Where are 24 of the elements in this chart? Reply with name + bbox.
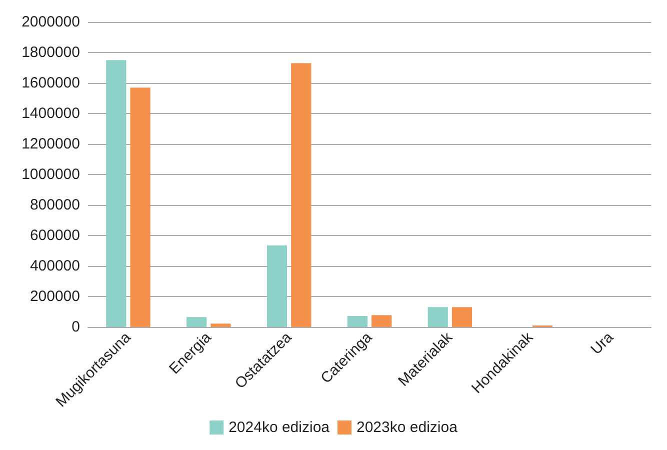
y-tick-label: 1800000 <box>22 44 80 61</box>
y-tick-label: 1600000 <box>22 74 80 92</box>
bar <box>372 315 392 327</box>
bar <box>428 307 448 327</box>
y-tick-label: 400000 <box>30 258 80 274</box>
y-tick-label: 2000000 <box>22 14 80 30</box>
y-tick-label: 1400000 <box>22 105 80 122</box>
bar <box>210 324 231 327</box>
x-tick-label: Ura <box>588 328 618 358</box>
bar <box>291 63 312 327</box>
y-tick-label: 800000 <box>30 196 80 214</box>
y-tick-label: 200000 <box>30 288 80 305</box>
bar <box>186 317 207 327</box>
y-tick-label: 0 <box>72 318 80 336</box>
bar <box>452 307 472 327</box>
y-tick-label: 600000 <box>30 227 80 244</box>
y-tick-label: 1200000 <box>22 136 80 152</box>
bar <box>266 245 288 327</box>
bar <box>130 88 150 327</box>
bar <box>106 60 126 327</box>
bar <box>347 316 368 327</box>
y-tick-label: 1000000 <box>22 166 80 183</box>
legend-label: 2023ko edizioa <box>356 419 458 436</box>
legend-label: 2024ko edizioa <box>228 419 330 436</box>
